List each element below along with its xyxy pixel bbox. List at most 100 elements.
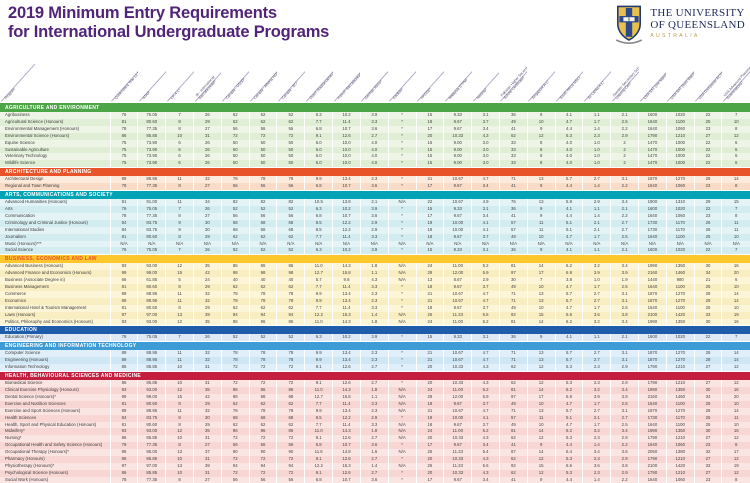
requirement-cell: 4.4 <box>554 212 583 220</box>
requirement-cell: 15 <box>415 160 444 168</box>
requirement-cell: 4.7 <box>554 233 583 241</box>
requirement-cell: 49 <box>498 284 528 291</box>
requirement-cell: 4.7 <box>471 290 500 298</box>
requirement-cell: 75 <box>109 160 138 168</box>
requirement-cell: 2.3 <box>359 176 389 184</box>
program-name: Midwifery* <box>5 428 25 434</box>
requirement-cell: 10 <box>165 132 194 140</box>
requirement-cell: 1.0 <box>582 160 611 168</box>
program-name: Occupational Health and Safety Science (… <box>5 442 103 448</box>
section-header: EDUCATION <box>0 325 750 335</box>
requirement-cell: 73.90 <box>137 146 166 154</box>
requirement-cell: 82 <box>248 199 277 206</box>
requirement-cell: 33 <box>693 311 722 319</box>
requirement-cell: 31 <box>193 364 222 372</box>
requirement-cell: 1.0 <box>582 139 611 147</box>
uq-crest-icon <box>616 5 643 44</box>
requirement-cell: 11.4 <box>332 118 361 126</box>
requirement-cell: 2.5 <box>610 421 639 429</box>
requirement-cell: 50 <box>220 146 250 154</box>
requirement-cell: 72 <box>276 469 305 477</box>
requirement-cell: 71 <box>498 350 528 358</box>
requirement-cell: 2.2 <box>610 125 639 133</box>
requirement-cell: 1060 <box>665 442 695 450</box>
table-row: Regional and Town Planning 78 77.35 8 27 56 56… <box>0 183 750 191</box>
column-header: UK A-L¹ <box>165 54 201 104</box>
requirement-cell: 56 <box>276 212 305 220</box>
requirement-cell: 2.1 <box>582 226 611 234</box>
requirement-cell: 62 <box>248 304 277 312</box>
requirement-cell: 88.95 <box>137 350 166 358</box>
requirement-cell: 12.6 <box>332 435 361 443</box>
table-row: Environmental Science (Honours) 86 85.85 10… <box>0 132 750 140</box>
requirement-cell: 3.7 <box>471 304 500 312</box>
requirement-cell: 8 <box>526 139 556 147</box>
requirement-cell: 6.8 <box>304 442 333 450</box>
document-header: 2019 Minimum Entry Requirements for Inte… <box>0 0 750 54</box>
requirement-cell: 26 <box>415 311 444 319</box>
requirement-cell: 2 <box>610 139 639 147</box>
requirement-cell: N/A <box>220 240 250 248</box>
requirement-cell: 88.95 <box>137 176 166 184</box>
program-name: Health, Sport and Physical Education (Ho… <box>5 421 97 427</box>
requirement-cell: 86 <box>248 263 277 271</box>
requirement-cell: 2.5 <box>610 284 639 291</box>
requirement-cell: 1060 <box>665 183 695 191</box>
requirement-cell: 80.60 <box>137 284 166 291</box>
requirement-cell: 32 <box>193 350 222 358</box>
requirement-cell: 1020 <box>665 205 695 213</box>
program-name: Regional and Town Planning <box>5 183 60 189</box>
requirement-cell: 18 <box>415 118 444 126</box>
requirement-cell: 6.8 <box>304 183 333 191</box>
requirement-cell: 13 <box>526 199 556 206</box>
requirement-cell: 42 <box>193 393 222 401</box>
requirement-cell: 97.00 <box>137 311 166 319</box>
requirement-cell: 6 <box>721 139 750 147</box>
requirement-cell: 36 <box>498 334 528 342</box>
requirement-cell: 3.4 <box>471 442 500 450</box>
requirement-cell: 3.4 <box>610 199 639 206</box>
requirement-cell: 12 <box>526 364 556 372</box>
requirement-cell: 6.0 <box>304 139 333 147</box>
requirement-cell: 2160 <box>638 393 667 401</box>
requirement-cell: 85.85 <box>137 380 166 387</box>
requirement-cell: 84 <box>109 414 138 422</box>
requirement-cell: 4.1 <box>554 205 583 213</box>
requirement-cell: 20 <box>721 270 750 278</box>
requirement-cell: 1000 <box>665 146 695 154</box>
requirement-cell: 52 <box>248 112 277 119</box>
requirement-cell: * <box>387 290 417 298</box>
requirement-cell: 11.33 <box>443 311 472 319</box>
requirement-cell: 11.00 <box>443 318 472 326</box>
requirement-cell: 6 <box>165 139 194 147</box>
requirement-cell: 52 <box>248 205 277 213</box>
requirement-cell: 72 <box>248 364 277 372</box>
requirement-cell: 1.7 <box>582 400 611 408</box>
requirement-cell: 92 <box>498 462 528 470</box>
requirement-cell: 91 <box>109 199 138 206</box>
requirement-cell: 3.0 <box>471 139 500 147</box>
requirement-cell: 2.3 <box>359 357 389 365</box>
requirement-cell: 12 <box>721 364 750 372</box>
requirement-cell: 3.9 <box>610 270 639 278</box>
requirement-cell: 12.2 <box>304 311 333 319</box>
requirement-cell: 9.1 <box>304 380 333 387</box>
requirement-cell: 16 <box>721 428 750 436</box>
requirement-cell: * <box>387 350 417 358</box>
requirement-cell: N/A <box>471 240 500 248</box>
requirement-cell: 2.3 <box>582 380 611 387</box>
requirement-cell: 68 <box>220 226 250 234</box>
requirement-cell: 19 <box>415 414 444 422</box>
requirement-cell: 2.3 <box>582 456 611 463</box>
requirement-cell: 56 <box>248 212 277 220</box>
requirement-cell: 78 <box>276 350 305 358</box>
requirement-cell: 15 <box>415 139 444 147</box>
requirement-cell: 9.00 <box>443 146 472 154</box>
requirement-cell: * <box>387 233 417 241</box>
requirement-cell: 24 <box>415 263 444 271</box>
requirement-cell: 62 <box>276 118 305 126</box>
requirement-cell: 10.67 <box>443 290 472 298</box>
requirement-cell: 10 <box>165 469 194 477</box>
program-name: Nursing* <box>5 435 22 441</box>
requirement-cell: 1170 <box>665 226 695 234</box>
